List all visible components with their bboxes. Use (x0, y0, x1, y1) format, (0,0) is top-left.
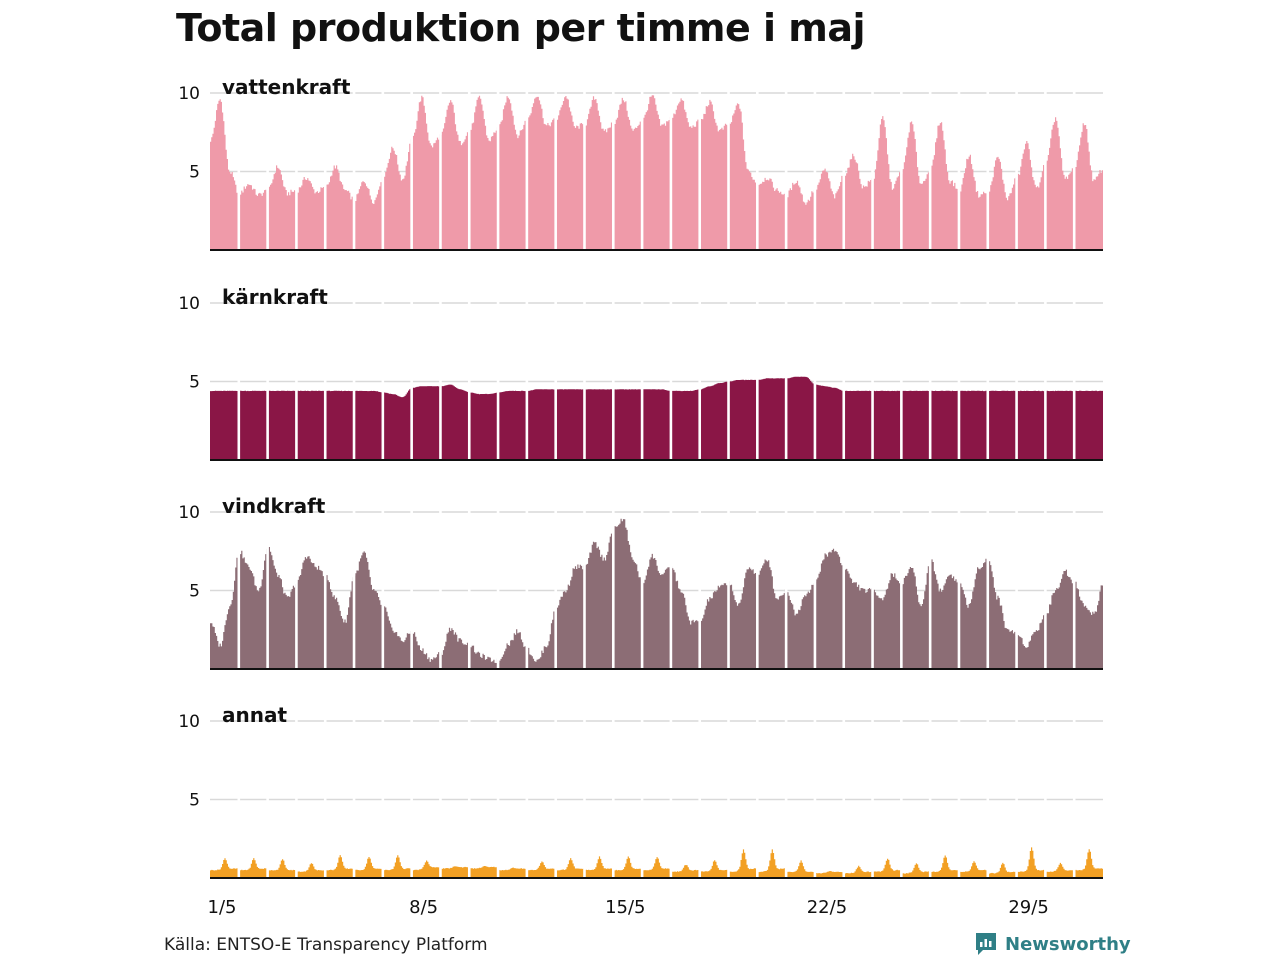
panel-vindkraft: 5 10 vindkraft (178, 494, 1103, 670)
x-axis-ticks: 1/5 8/5 15/5 22/5 29/5 (208, 897, 1049, 918)
y-tick-label: 10 (178, 712, 200, 732)
panel-title-vattenkraft: vattenkraft (222, 75, 351, 99)
x-tick-label: 29/5 (1008, 897, 1048, 918)
area-vattenkraft (210, 95, 1103, 250)
x-tick-label: 15/5 (605, 897, 645, 918)
y-tick-label: 10 (178, 503, 200, 523)
source-note: Källa: ENTSO-E Transparency Platform (164, 935, 488, 955)
brand-logo: Newsworthy (974, 931, 1131, 957)
y-tick-label: 10 (178, 84, 200, 104)
y-tick-label: 10 (178, 294, 200, 314)
x-tick-label: 8/5 (409, 897, 438, 918)
x-tick-label: 1/5 (208, 897, 237, 918)
y-tick-label: 5 (189, 582, 200, 602)
panel-title-kärnkraft: kärnkraft (222, 285, 328, 309)
area-vindkraft (210, 518, 1103, 669)
y-tick-label: 5 (189, 791, 200, 811)
brand-name: Newsworthy (1005, 933, 1131, 955)
area-kärnkraft (210, 376, 1103, 460)
newsworthy-logo-icon (976, 933, 996, 955)
panel-annat: 5 10 annat (178, 703, 1103, 879)
area-annat (210, 847, 1103, 878)
chart-title: Total produktion per timme i maj (176, 6, 866, 50)
panel-title-vindkraft: vindkraft (222, 494, 326, 518)
panel-kärnkraft: 5 10 kärnkraft (178, 285, 1103, 461)
y-tick-label: 5 (189, 163, 200, 183)
panel-vattenkraft: 5 10 vattenkraft (178, 75, 1103, 251)
x-tick-label: 22/5 (807, 897, 847, 918)
panel-title-annat: annat (222, 703, 287, 727)
y-tick-label: 5 (189, 373, 200, 393)
